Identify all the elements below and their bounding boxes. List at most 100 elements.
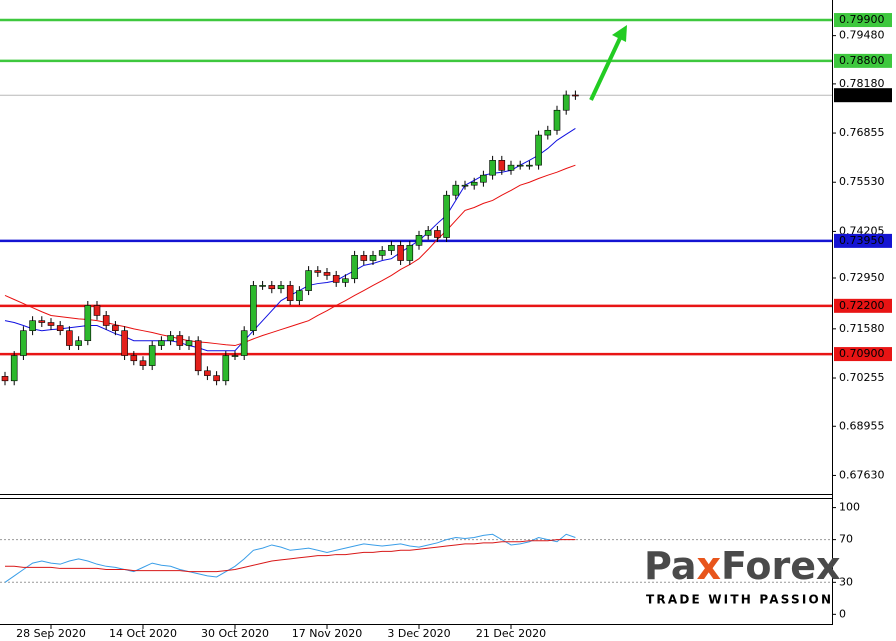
candle-body — [102, 315, 110, 326]
candle-body — [452, 184, 460, 196]
level-box — [834, 13, 892, 28]
candle-body — [167, 335, 174, 342]
candle-body — [369, 255, 377, 261]
level-box — [834, 347, 892, 362]
candle-body — [507, 164, 515, 171]
candle-body — [360, 255, 368, 261]
main-panel: 0.794800.781800.768550.755300.742050.729… — [0, 13, 892, 640]
candle-body — [66, 330, 73, 346]
candle-body — [443, 194, 450, 238]
candle-body — [498, 160, 506, 171]
candle-body — [222, 355, 230, 382]
candle-body — [461, 184, 469, 187]
y-tick-label: 70 — [839, 533, 853, 546]
candle-body — [535, 134, 542, 166]
y-tick-label: 0 — [839, 607, 846, 620]
level-box — [834, 53, 892, 68]
last-price-label: 0.77875 — [839, 88, 885, 101]
logo: PaxForex TRADE WITH PASSION — [644, 544, 841, 607]
candle-body — [378, 250, 386, 256]
level-label: 0.73950 — [839, 234, 885, 247]
candle-body — [562, 94, 570, 111]
candle-body — [231, 355, 239, 357]
candle-body — [526, 164, 533, 167]
candle-body — [397, 245, 404, 261]
y-tick-label: 0.76855 — [839, 126, 885, 139]
candle-body — [286, 285, 294, 301]
candle-body — [553, 109, 561, 131]
y-tick-label: 0.67630 — [839, 468, 885, 481]
candle-body — [93, 305, 101, 316]
candle-body — [388, 245, 395, 251]
x-tick-label: 28 Sep 2020 — [16, 627, 86, 640]
level-label: 0.78800 — [839, 54, 885, 67]
candle-body — [194, 340, 202, 372]
candle-body — [323, 272, 331, 276]
oscillator-line — [4, 533, 576, 583]
candle-body — [250, 285, 257, 331]
candle-body — [56, 325, 64, 331]
candle-body — [305, 270, 312, 291]
candle-body — [415, 235, 423, 246]
candle-body — [38, 320, 46, 323]
level-label: 0.79900 — [839, 13, 885, 26]
logo-part: Pa — [644, 544, 696, 588]
x-tick-label: 17 Nov 2020 — [292, 627, 362, 640]
candle-body — [1, 376, 9, 382]
last-price-box — [834, 88, 892, 103]
candle-body — [139, 360, 147, 366]
candle-body — [406, 245, 414, 261]
y-tick-label: 0.79480 — [839, 29, 885, 42]
candle-body — [572, 94, 579, 97]
candle-body — [176, 335, 184, 346]
logo-part: Forex — [721, 544, 841, 588]
arrow-head — [612, 25, 627, 42]
candle-body — [10, 355, 18, 382]
y-tick-label: 100 — [839, 501, 860, 514]
candle-body — [544, 129, 552, 136]
y-tick-label: 0.78180 — [839, 77, 885, 90]
logo-brand: PaxForex — [644, 544, 841, 588]
level-label: 0.72200 — [839, 299, 885, 312]
y-tick-label: 0.70255 — [839, 371, 885, 384]
candle-body — [268, 285, 276, 290]
candle-body — [480, 174, 487, 183]
x-tick-label: 3 Dec 2020 — [387, 627, 450, 640]
candle-body — [185, 340, 193, 346]
oscillator-line — [5, 539, 576, 573]
candle-body — [259, 285, 266, 287]
candle-body — [121, 330, 128, 356]
candle-body — [424, 230, 432, 236]
candle-body — [296, 290, 303, 301]
candle-body — [204, 370, 211, 376]
candle-body — [112, 325, 119, 331]
x-tick-label: 14 Oct 2020 — [109, 627, 177, 640]
level-box — [834, 298, 892, 313]
candle-body — [342, 278, 349, 283]
candle-body — [130, 355, 138, 362]
oscillator-panel: 0 30 70 100 — [0, 501, 860, 620]
candle-body — [277, 285, 285, 290]
candle-body — [29, 320, 36, 331]
candle-body — [351, 255, 358, 280]
x-tick-label: 30 Oct 2020 — [201, 627, 269, 640]
candle-body — [47, 322, 55, 326]
candle-body — [434, 230, 441, 238]
candle-body — [332, 275, 340, 283]
x-tick-label: 21 Dec 2020 — [476, 627, 546, 640]
candle-body — [314, 270, 322, 273]
level-label: 0.70900 — [839, 347, 885, 360]
y-tick-label: 0.71580 — [839, 322, 885, 335]
candle-body — [148, 345, 156, 366]
candle-body — [213, 375, 220, 382]
candle-body — [489, 160, 496, 176]
logo-tagline: TRADE WITH PASSION — [646, 593, 833, 607]
candle-body — [240, 330, 248, 356]
candle-body — [470, 181, 478, 186]
moving-average — [4, 164, 576, 347]
y-tick-label: 0.75530 — [839, 175, 885, 188]
candle-body — [20, 330, 27, 356]
candle-body — [158, 340, 165, 346]
